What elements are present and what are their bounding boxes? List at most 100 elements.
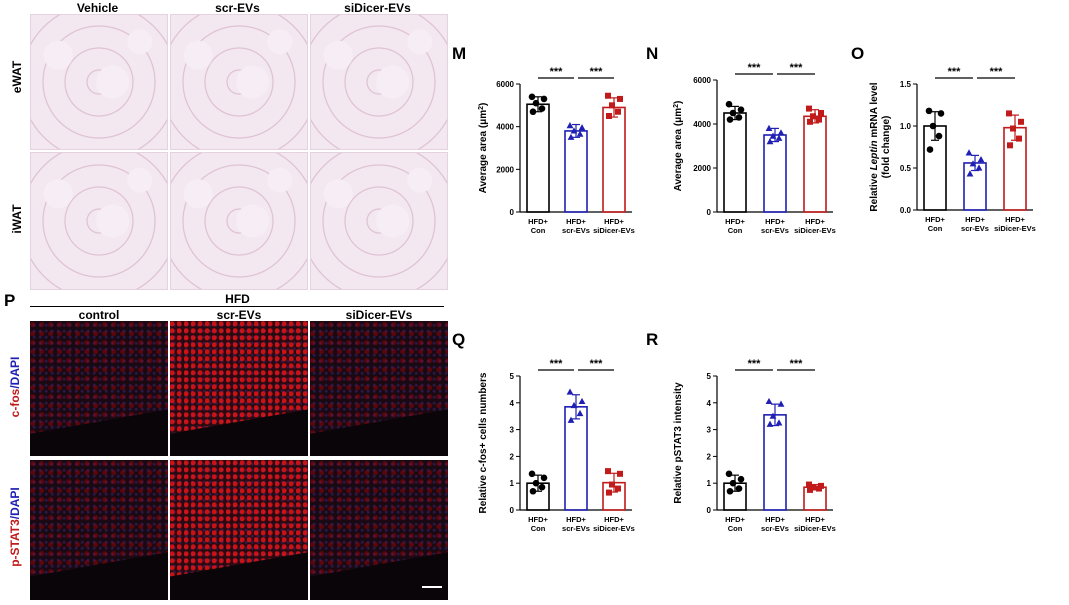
panel-letter-q: Q (452, 330, 466, 349)
data-point (617, 470, 623, 477)
significance-label: *** (790, 358, 804, 370)
data-point (725, 470, 733, 478)
panel-letter-n: N (646, 44, 659, 63)
data-point (765, 397, 773, 405)
data-point (816, 116, 822, 123)
he-image-iwat-vehicle (30, 152, 168, 290)
x-tick-label: siDicer-EVs (794, 226, 836, 235)
data-point (566, 122, 574, 129)
x-tick-label: HFD+ (604, 515, 624, 524)
data-point (807, 118, 813, 125)
data-point (769, 132, 777, 139)
y-tick-label: 2 (510, 452, 515, 461)
panel-letter-p: P (4, 291, 16, 310)
y-tick-label: 4000 (496, 123, 514, 132)
x-tick-label: HFD+ (528, 217, 548, 226)
x-tick-label: Con (531, 226, 546, 235)
y-tick-label: 1 (510, 479, 515, 488)
bar (803, 115, 827, 213)
data-point (1006, 110, 1012, 117)
data-point (570, 401, 578, 409)
y-axis-label-segment: Relative pSTAT3 intensity (673, 382, 684, 504)
y-axis-label-segment: Relative c-fos+ cells numbers (478, 372, 489, 513)
data-point (576, 130, 584, 137)
x-tick-label: HFD+ (725, 217, 745, 226)
data-point (1018, 118, 1024, 125)
if-image-cfos-scr-evs (170, 321, 308, 456)
data-point (729, 109, 737, 117)
data-point (737, 475, 745, 483)
x-tick-label: HFD+ (1005, 215, 1025, 224)
data-point (566, 388, 574, 395)
data-point (929, 122, 937, 130)
significance-label: *** (948, 66, 962, 78)
data-point (1007, 142, 1013, 149)
y-axis-label-segment: Relative (869, 170, 880, 211)
data-point (617, 95, 623, 102)
data-point (1016, 135, 1022, 142)
data-point (529, 108, 537, 116)
y-axis-label-part: Average area (μm (478, 110, 489, 194)
bar (763, 414, 787, 511)
data-point (765, 124, 773, 131)
significance-label: *** (790, 62, 804, 74)
data-point (969, 160, 977, 167)
panel-p-row-cfos-label: c-fos/DAPI (8, 337, 22, 437)
y-axis-label-segment: mRNA level (869, 82, 880, 140)
bar (564, 130, 588, 213)
data-point (806, 105, 812, 112)
y-axis-label: Average area (μm2) (673, 101, 685, 192)
panel-letter-o: O (851, 44, 865, 63)
data-point (725, 100, 733, 108)
data-point (810, 113, 816, 120)
y-tick-label: 3 (707, 426, 712, 435)
significance-label: *** (590, 358, 604, 370)
y-axis-label-line: Relative Leptin mRNA level (869, 82, 880, 211)
y-axis-label: Relative pSTAT3 intensity (673, 382, 684, 504)
y-tick-label: 0 (510, 208, 515, 217)
y-tick-label: 2000 (496, 165, 514, 174)
x-tick-label: siDicer-EVs (994, 224, 1036, 233)
y-tick-label: 6000 (693, 76, 711, 85)
he-image-ewat-sidicer-evs (310, 14, 448, 150)
y-tick-label: 1.0 (900, 122, 912, 131)
y-tick-label: 0.0 (900, 206, 912, 215)
bar (602, 106, 626, 213)
data-point (935, 132, 943, 140)
panel-p-col-control: control (78, 308, 120, 322)
data-point (975, 164, 983, 171)
data-point (528, 93, 536, 101)
x-tick-label: HFD+ (765, 217, 785, 226)
y-tick-label: 1.5 (900, 80, 912, 89)
data-point (965, 149, 973, 156)
y-tick-label: 4000 (693, 120, 711, 129)
data-point (806, 481, 812, 488)
y-axis-label-line: Relative c-fos+ cells numbers (478, 372, 489, 513)
if-image-cfos-control (30, 321, 168, 456)
x-tick-label: siDicer-EVs (593, 524, 635, 533)
significance-label: *** (990, 66, 1004, 78)
data-point (605, 92, 611, 99)
significance-label: *** (550, 358, 564, 370)
y-axis-label: Average area (μm2) (478, 103, 490, 194)
data-point (769, 412, 777, 419)
panel-p-col-sidicer-evs: siDicer-EVs (345, 308, 413, 322)
data-point (816, 485, 822, 492)
y-tick-label: 3 (510, 426, 515, 435)
data-point (807, 486, 813, 493)
pstat3-stain-label: p-STAT3 (8, 519, 22, 567)
y-axis-label-superscript: 2 (478, 106, 485, 110)
significance-label: *** (748, 358, 762, 370)
histology-row-iwat: iWAT (10, 204, 24, 234)
data-point (735, 114, 743, 121)
data-point (926, 146, 934, 153)
dapi-stain-label-2: /DAPI (8, 487, 22, 520)
y-axis-label-part: ) (673, 101, 684, 104)
data-point (529, 487, 537, 495)
data-point (777, 400, 785, 407)
data-point (576, 409, 584, 417)
data-point (925, 107, 933, 115)
significance-label: *** (590, 66, 604, 78)
